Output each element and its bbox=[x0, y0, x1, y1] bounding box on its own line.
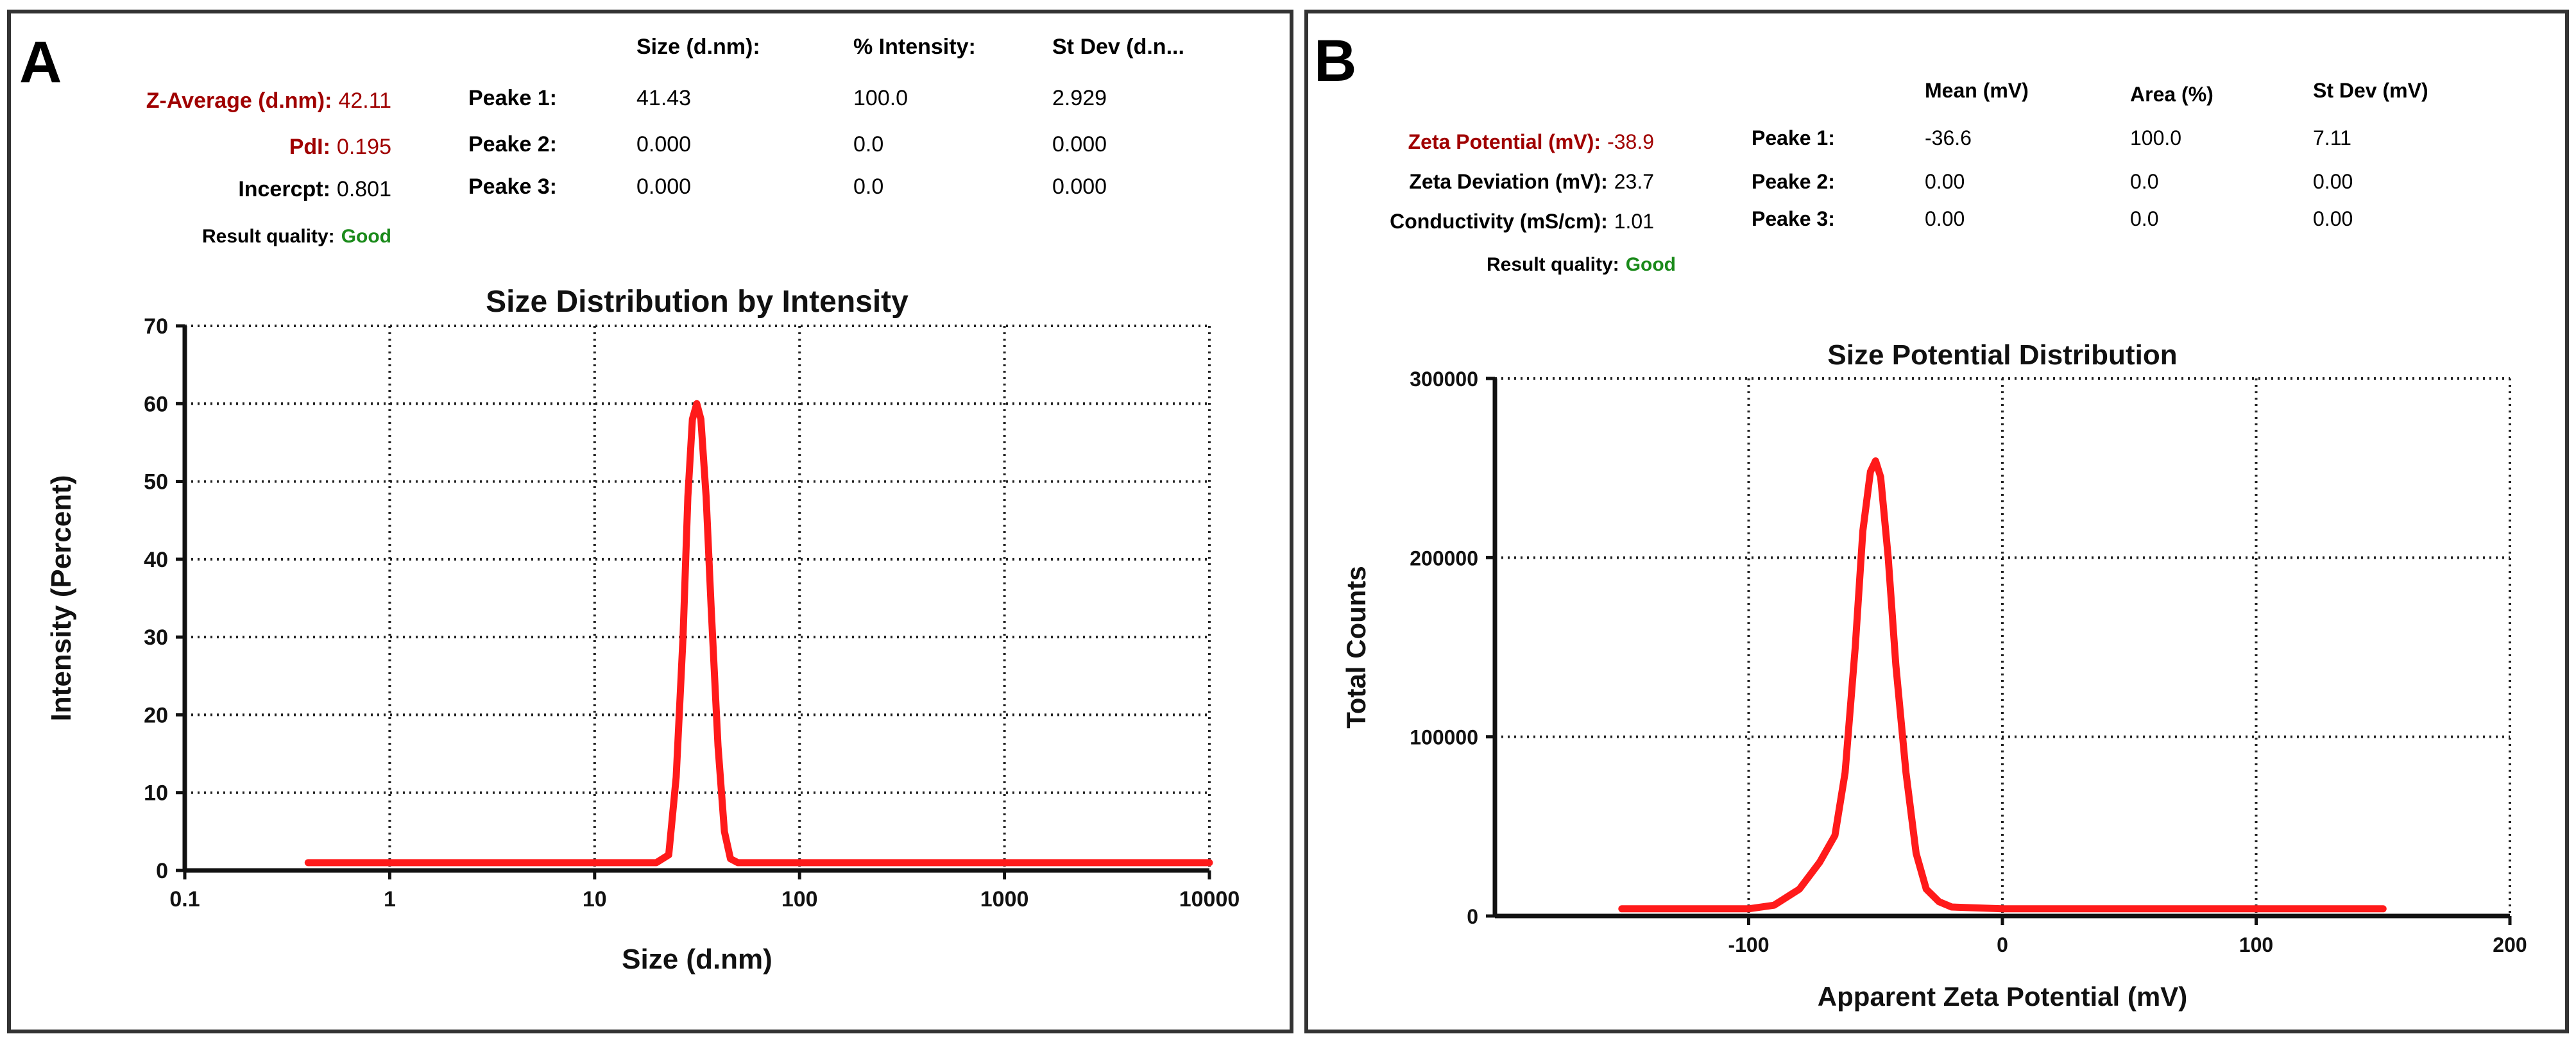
zeta-peak-2-label: Peake 2: bbox=[1752, 170, 1835, 193]
zeta-peak-3-area: 0.0 bbox=[2130, 207, 2158, 230]
x-axis-label: Size (d.nm) bbox=[622, 944, 772, 975]
zeta-peak-3-label: Peake 3: bbox=[1752, 207, 1835, 230]
peak-2-intensity: 0.0 bbox=[853, 132, 883, 157]
panel-b-letter: B bbox=[1314, 28, 1356, 94]
result-quality-label: Result quality: bbox=[202, 226, 335, 247]
intercept-value: 0.801 bbox=[337, 177, 391, 201]
conductivity-row: Conductivity (mS/cm): 1.01 bbox=[1390, 210, 1654, 233]
pdi-label: PdI: bbox=[289, 135, 330, 159]
zeta-potential-chart: Size Potential Distribution 0 100000 200000… bbox=[1341, 339, 2527, 1012]
y-tick-label: 200000 bbox=[1410, 547, 1478, 570]
pdi-row: PdI: 0.195 bbox=[289, 135, 391, 159]
area-col-header: Area (%) bbox=[2130, 83, 2213, 106]
distribution-curve bbox=[304, 400, 1213, 867]
x-tick-label: 10 bbox=[583, 887, 607, 912]
peak-2-label: Peake 2: bbox=[468, 132, 557, 157]
zeta-potential-row: Zeta Potential (mV): -38.9 bbox=[1408, 130, 1654, 153]
stdev-col-header: St Dev (d.n... bbox=[1052, 35, 1184, 59]
x-tick-label: 0.1 bbox=[169, 887, 200, 912]
peak-1-size: 41.43 bbox=[636, 86, 691, 110]
result-quality-b-value: Good bbox=[1626, 254, 1676, 275]
y-tick-label: 50 bbox=[144, 470, 168, 495]
peak-3-size: 0.000 bbox=[636, 174, 691, 199]
peak-2-stdev: 0.000 bbox=[1052, 132, 1107, 157]
y-tick-label: 60 bbox=[144, 392, 168, 416]
zeta-peak-1-stdev: 7.11 bbox=[2313, 126, 2351, 149]
result-quality-row: Result quality: Good bbox=[202, 226, 391, 247]
x-tick-label: 0 bbox=[1997, 933, 2008, 956]
y-tick-label: 70 bbox=[144, 314, 168, 339]
pdi-value: 0.195 bbox=[337, 135, 391, 159]
intensity-col-header: % Intensity: bbox=[853, 35, 976, 59]
result-quality-value: Good bbox=[341, 226, 391, 247]
peak-3-intensity: 0.0 bbox=[853, 174, 883, 199]
peak-3-label: Peake 3: bbox=[468, 174, 557, 199]
mean-col-header: Mean (mV) bbox=[1925, 79, 2029, 102]
chart-title: Size Distribution by Intensity bbox=[486, 285, 908, 319]
z-average-value: 42.11 bbox=[338, 89, 391, 113]
y-tick-label: 100000 bbox=[1410, 726, 1478, 749]
x-tick-label: 10000 bbox=[1179, 887, 1240, 912]
panel-a-frame bbox=[7, 10, 1293, 1033]
y-tick-label: 300000 bbox=[1410, 368, 1478, 391]
result-quality-b-label: Result quality: bbox=[1487, 254, 1619, 275]
z-average-row: Z-Average (d.nm): 42.11 bbox=[146, 89, 391, 113]
zeta-peak-1-area: 100.0 bbox=[2130, 126, 2181, 149]
y-axis-label: Intensity (Percent) bbox=[46, 475, 77, 722]
zeta-peak-3-stdev: 0.00 bbox=[2313, 207, 2353, 230]
panel-a: A Size (d.nm): % Intensity: St Dev (d.n.… bbox=[7, 10, 1293, 1033]
y-tick-label: 20 bbox=[144, 703, 168, 727]
y-tick-label: 0 bbox=[1467, 905, 1478, 928]
zeta-peak-2-stdev: 0.00 bbox=[2313, 170, 2353, 193]
x-tick-label: -100 bbox=[1728, 933, 1769, 956]
conductivity-value: 1.01 bbox=[1614, 210, 1654, 233]
zeta-deviation-label: Zeta Deviation (mV): bbox=[1409, 170, 1607, 193]
z-average-label: Z-Average (d.nm): bbox=[146, 89, 332, 113]
size-col-header: Size (d.nm): bbox=[636, 35, 760, 59]
zeta-peak-3-mean: 0.00 bbox=[1925, 207, 1965, 230]
size-distribution-chart: Size Distribution by Intensity 0 10 20 30 40 5… bbox=[46, 285, 1240, 975]
peak-2-size: 0.000 bbox=[636, 132, 691, 157]
conductivity-label: Conductivity (mS/cm): bbox=[1390, 210, 1608, 233]
y-tick-label: 40 bbox=[144, 548, 168, 572]
y-tick-label: 0 bbox=[156, 859, 168, 883]
zeta-peak-1-label: Peake 1: bbox=[1752, 126, 1835, 149]
chart-title: Size Potential Distribution bbox=[1827, 339, 2177, 371]
y-axis-label: Total Counts bbox=[1341, 566, 1371, 729]
zeta-peak-2-mean: 0.00 bbox=[1925, 170, 1965, 193]
intercept-label: Incercpt: bbox=[238, 177, 330, 201]
distribution-curve bbox=[1618, 457, 2387, 913]
zeta-peak-1-mean: -36.6 bbox=[1925, 126, 1972, 149]
stdev-mv-col-header: St Dev (mV) bbox=[2313, 79, 2428, 102]
result-quality-b-row: Result quality: Good bbox=[1487, 254, 1676, 275]
y-tick-label: 10 bbox=[144, 781, 168, 806]
x-axis-label: Apparent Zeta Potential (mV) bbox=[1818, 981, 2187, 1012]
peak-1-label: Peake 1: bbox=[468, 86, 557, 110]
x-tick-label: 200 bbox=[2493, 933, 2527, 956]
zeta-potential-label: Zeta Potential (mV): bbox=[1408, 130, 1601, 153]
peak-1-stdev: 2.929 bbox=[1052, 86, 1107, 110]
zeta-potential-value: -38.9 bbox=[1607, 130, 1654, 153]
zeta-deviation-row: Zeta Deviation (mV): 23.7 bbox=[1409, 170, 1654, 193]
panel-b-frame bbox=[1304, 10, 2569, 1033]
intercept-row: Incercpt: 0.801 bbox=[238, 177, 391, 201]
x-tick-label: 1000 bbox=[980, 887, 1029, 912]
y-tick-label: 30 bbox=[144, 625, 168, 650]
zeta-peak-2-area: 0.0 bbox=[2130, 170, 2158, 193]
x-tick-label: 100 bbox=[2239, 933, 2273, 956]
peak-3-stdev: 0.000 bbox=[1052, 174, 1107, 199]
panel-b: B Mean (mV) Area (%) St Dev (mV) Zeta Po… bbox=[1304, 10, 2569, 1033]
x-tick-label: 1 bbox=[384, 887, 396, 912]
x-tick-label: 100 bbox=[781, 887, 818, 912]
zeta-deviation-value: 23.7 bbox=[1614, 170, 1654, 193]
peak-1-intensity: 100.0 bbox=[853, 86, 908, 110]
panel-a-letter: A bbox=[19, 30, 62, 95]
